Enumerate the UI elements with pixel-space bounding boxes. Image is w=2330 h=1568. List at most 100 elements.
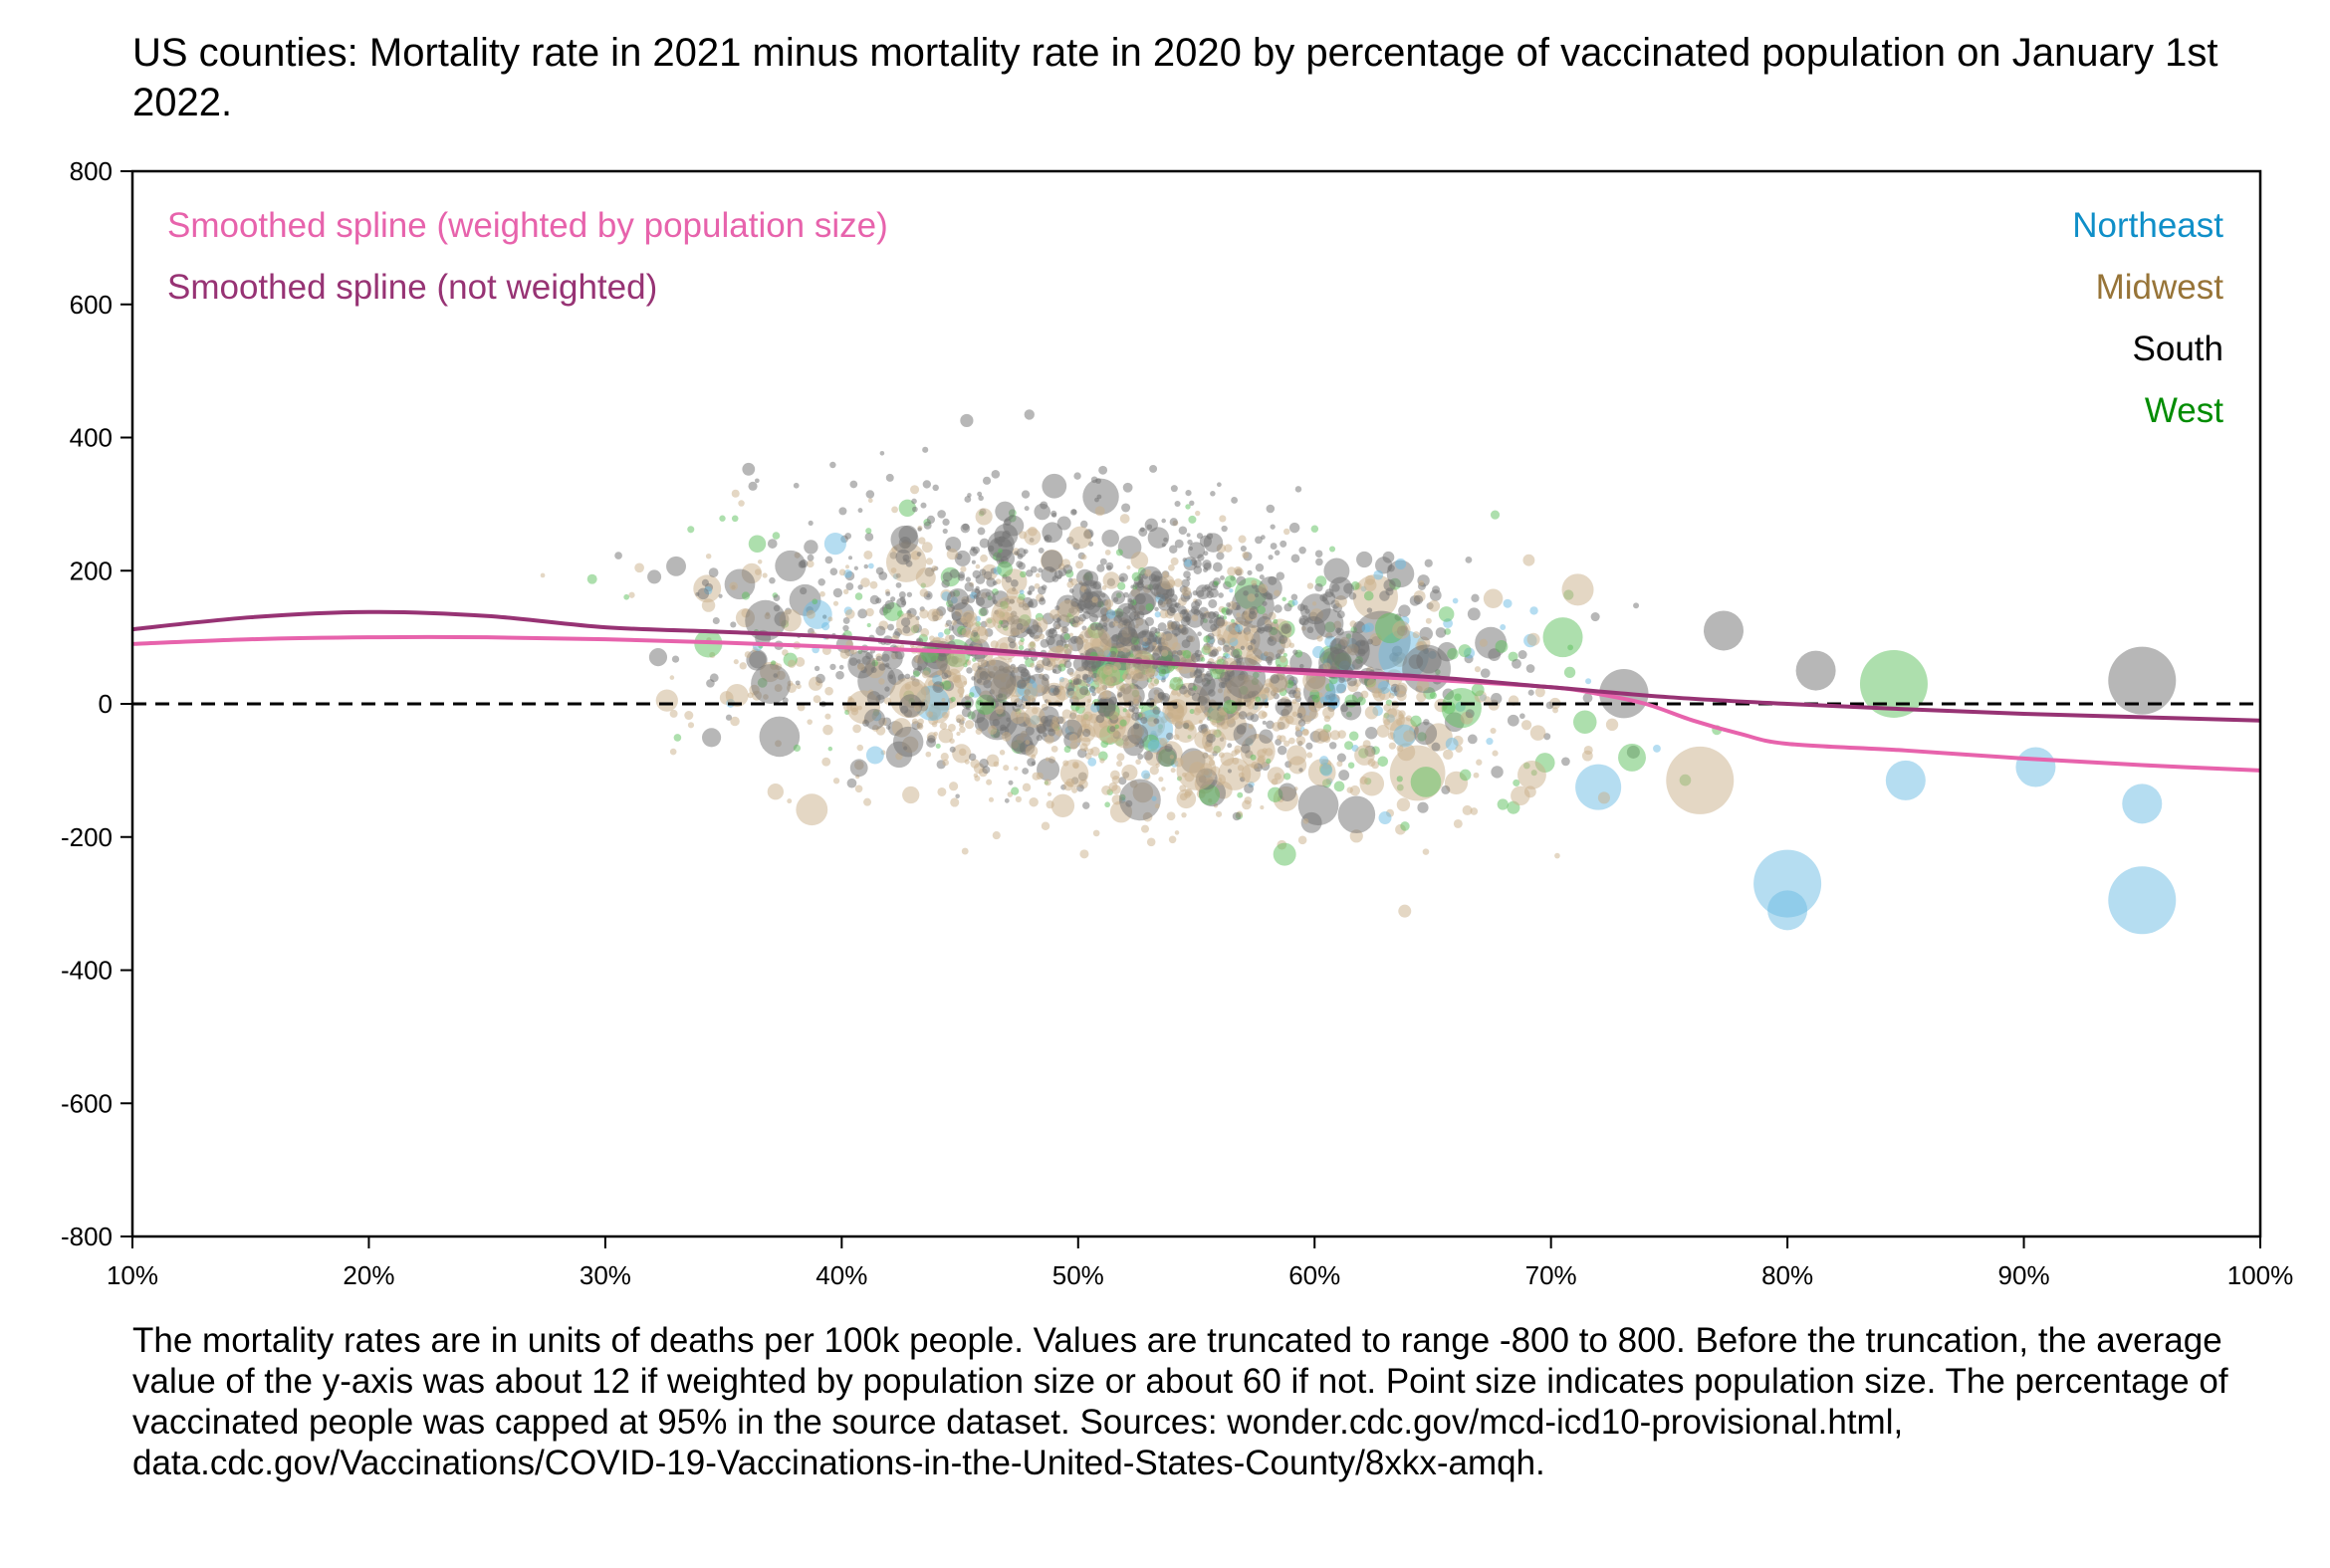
scatter-point bbox=[1127, 617, 1150, 639]
scatter-point bbox=[1024, 686, 1039, 702]
scatter-point bbox=[1418, 579, 1425, 586]
scatter-point bbox=[1236, 575, 1247, 586]
scatter-point bbox=[961, 847, 969, 855]
x-tick-label: 100% bbox=[2227, 1260, 2294, 1290]
scatter-point bbox=[1194, 598, 1203, 607]
scatter-point bbox=[979, 538, 990, 549]
scatter-point bbox=[990, 640, 999, 649]
scatter-point bbox=[1112, 620, 1119, 627]
scatter-point bbox=[941, 711, 949, 719]
scatter-point bbox=[1382, 708, 1405, 731]
scatter-point bbox=[1188, 546, 1194, 551]
x-tick-label: 10% bbox=[107, 1260, 158, 1290]
scatter-point bbox=[725, 714, 733, 721]
scatter-point bbox=[1398, 714, 1404, 720]
scatter-point bbox=[1319, 696, 1327, 704]
scatter-point bbox=[1392, 620, 1411, 639]
scatter-point-large bbox=[1176, 750, 1217, 790]
scatter-point bbox=[1118, 572, 1128, 582]
scatter-point bbox=[1185, 504, 1191, 510]
scatter-point bbox=[1173, 578, 1183, 587]
scatter-point bbox=[1315, 558, 1323, 566]
scatter-point bbox=[1653, 744, 1661, 753]
scatter-point bbox=[1154, 611, 1161, 618]
scatter-point bbox=[1208, 689, 1216, 697]
scatter-point bbox=[1479, 638, 1488, 647]
scatter-point bbox=[1231, 750, 1238, 757]
scatter-point bbox=[1199, 612, 1207, 620]
scatter-point bbox=[994, 523, 1019, 548]
scatter-point bbox=[865, 490, 875, 499]
scatter-point bbox=[724, 568, 756, 600]
scatter-point bbox=[1349, 784, 1361, 796]
scatter-point bbox=[1534, 687, 1545, 698]
scatter-point bbox=[1300, 811, 1322, 833]
scatter-point bbox=[955, 793, 960, 798]
scatter-point bbox=[1443, 749, 1454, 761]
scatter-point bbox=[1575, 764, 1622, 810]
scatter-point bbox=[1115, 549, 1123, 557]
scatter-point bbox=[701, 598, 716, 612]
scatter-point bbox=[1216, 633, 1224, 641]
scatter-point bbox=[1068, 617, 1076, 625]
scatter-point bbox=[970, 759, 980, 769]
scatter-point bbox=[1052, 627, 1057, 632]
scatter-point bbox=[1179, 784, 1187, 792]
scatter-point bbox=[1182, 722, 1190, 730]
scatter-point bbox=[933, 731, 938, 737]
scatter-point bbox=[697, 587, 710, 600]
scatter-point bbox=[754, 568, 762, 575]
scatter-point bbox=[1075, 560, 1084, 569]
scatter-point bbox=[960, 413, 974, 428]
scatter-point bbox=[1039, 633, 1046, 640]
scatter-point bbox=[1184, 559, 1193, 567]
y-tick-label: -800 bbox=[61, 1222, 113, 1251]
scatter-point bbox=[1063, 746, 1071, 754]
scatter-point bbox=[838, 507, 847, 516]
scatter-point bbox=[1081, 554, 1087, 560]
scatter-point bbox=[964, 759, 970, 765]
scatter-point bbox=[719, 515, 726, 522]
scatter-point bbox=[738, 500, 745, 507]
scatter-point bbox=[1099, 558, 1107, 565]
legend-region-west: West bbox=[2145, 391, 2223, 430]
scatter-point bbox=[886, 725, 891, 730]
scatter-point bbox=[822, 724, 833, 736]
scatter-point bbox=[1146, 524, 1153, 531]
scatter-point bbox=[1405, 715, 1412, 722]
scatter-point bbox=[1025, 740, 1031, 745]
scatter-point bbox=[1234, 565, 1243, 575]
scatter-point bbox=[1159, 608, 1169, 619]
scatter-point bbox=[1316, 635, 1323, 642]
scatter-point bbox=[1238, 535, 1247, 544]
scatter-point bbox=[1109, 726, 1116, 733]
scatter-point bbox=[1010, 663, 1017, 670]
scatter-point bbox=[857, 705, 862, 711]
scatter-point bbox=[1211, 648, 1220, 657]
scatter-point bbox=[977, 658, 987, 668]
scatter-point bbox=[927, 608, 941, 622]
scatter-point bbox=[1076, 626, 1112, 662]
scatter-point bbox=[807, 560, 815, 568]
scatter-point bbox=[1061, 626, 1069, 634]
scatter-point bbox=[1096, 563, 1105, 572]
scatter-point bbox=[1262, 600, 1268, 606]
scatter-point bbox=[971, 560, 976, 564]
scatter-point bbox=[1189, 709, 1195, 715]
scatter-point bbox=[1117, 581, 1126, 590]
scatter-point bbox=[1396, 797, 1411, 811]
scatter-point bbox=[1275, 653, 1282, 659]
scatter-point bbox=[1288, 522, 1300, 534]
scatter-point bbox=[1242, 552, 1250, 559]
scatter-point bbox=[875, 655, 882, 662]
scatter-point bbox=[1016, 622, 1024, 630]
scatter-point bbox=[1166, 811, 1176, 821]
scatter-point bbox=[1279, 634, 1288, 644]
scatter-point bbox=[926, 711, 934, 718]
scatter-point bbox=[767, 539, 778, 549]
scatter-point bbox=[961, 610, 978, 627]
scatter-point bbox=[1099, 692, 1107, 700]
scatter-point bbox=[922, 446, 929, 453]
scatter-point bbox=[1416, 648, 1442, 674]
scatter-point bbox=[921, 670, 930, 679]
